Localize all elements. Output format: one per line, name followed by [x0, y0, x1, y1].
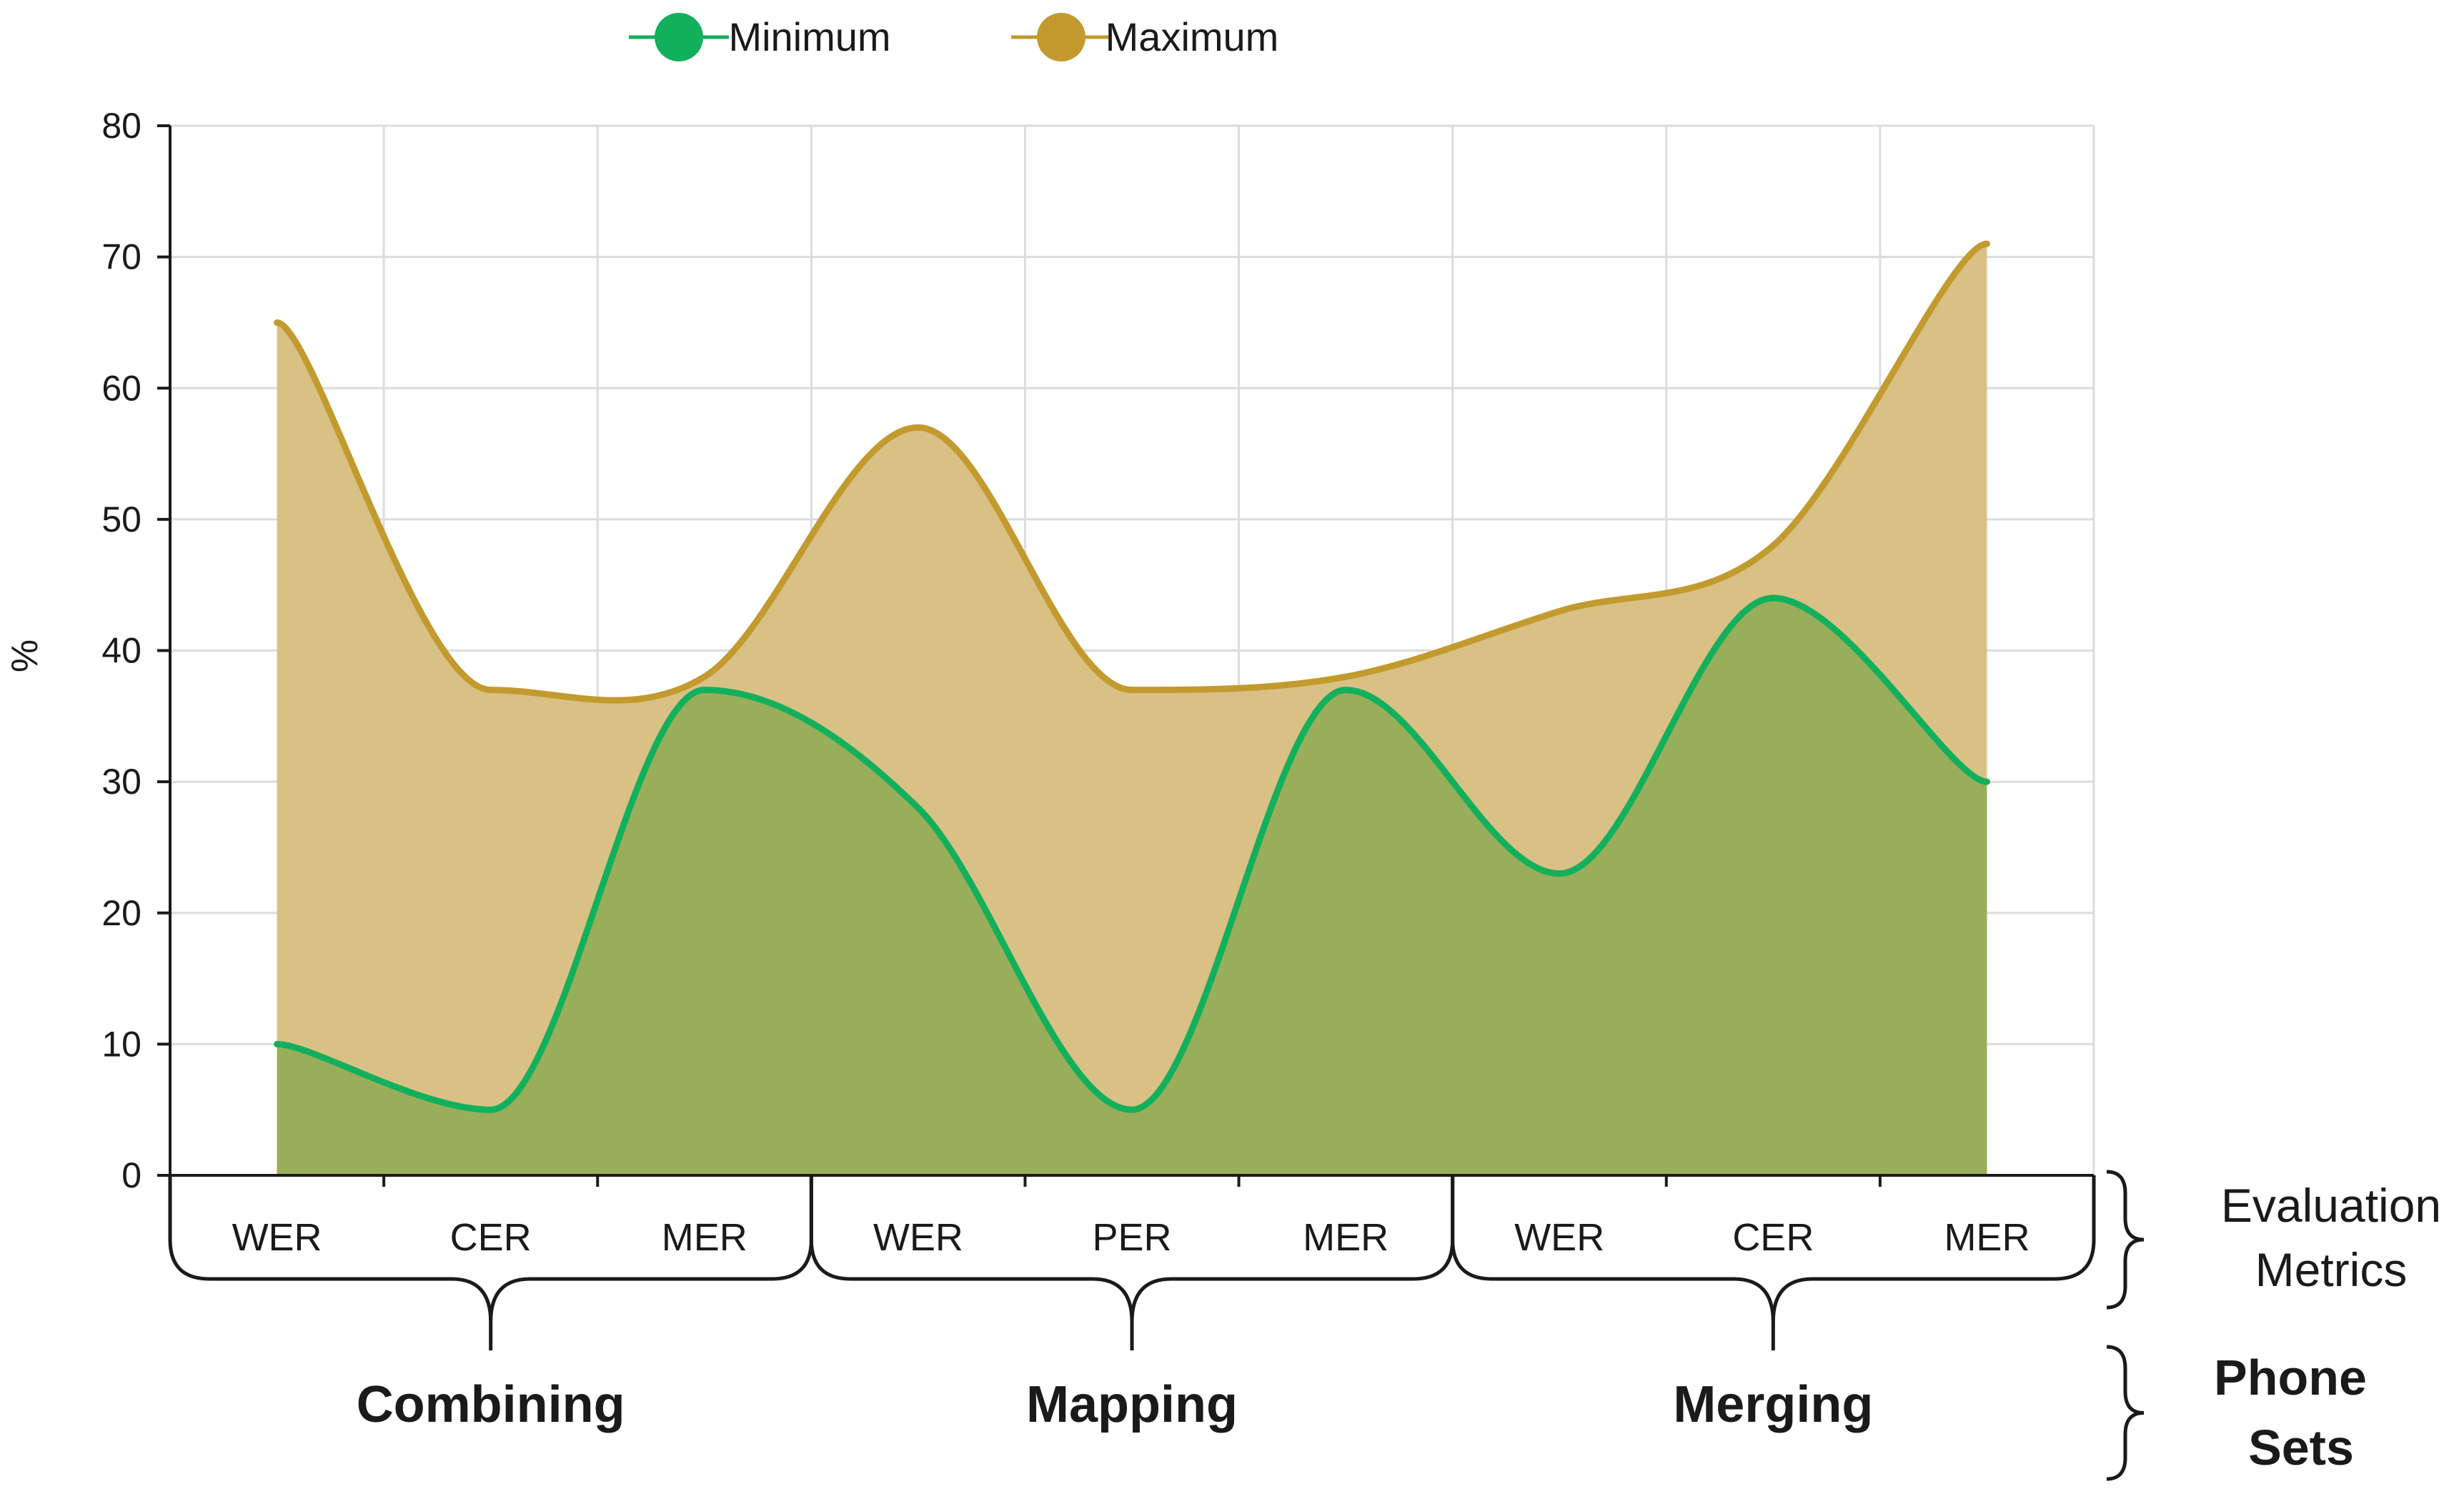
point-minimum-1	[490, 1109, 492, 1110]
point-maximum-7	[1772, 545, 1774, 547]
legend-label-maximum: Maximum	[1106, 14, 1279, 59]
phone-sets-label-line1: Phone	[2214, 1350, 2367, 1405]
point-maximum-6	[1559, 610, 1560, 612]
y-tick-label-70: 70	[101, 237, 141, 277]
line-maximum	[274, 240, 1990, 704]
point-maximum-1	[490, 689, 492, 691]
legend-marker-minimum	[655, 13, 703, 61]
point-minimum-8	[1986, 781, 1987, 782]
point-maximum-5	[1345, 676, 1346, 677]
point-minimum-3	[918, 807, 919, 809]
y-tick-label-0: 0	[121, 1155, 141, 1195]
point-maximum-3	[918, 427, 919, 428]
metrics-label-line1: Evaluation	[2221, 1179, 2441, 1232]
category-label-8: MER	[1944, 1216, 2030, 1259]
series-areas	[274, 240, 1990, 1176]
area-minimum	[277, 598, 1987, 1175]
group-label-combining: Combining	[357, 1376, 625, 1433]
point-minimum-7	[1772, 597, 1774, 599]
category-label-4: PER	[1092, 1216, 1171, 1259]
category-label-2: MER	[662, 1216, 747, 1259]
y-tick-labels: 0 10 20 30 40 50 60 70 80	[101, 106, 141, 1195]
metrics-label-line2: Metrics	[2255, 1243, 2408, 1296]
category-label-6: WER	[1514, 1216, 1604, 1259]
point-maximum-2	[704, 676, 705, 677]
point-minimum-5	[1345, 689, 1346, 691]
category-label-7: CER	[1732, 1216, 1814, 1259]
y-axis-label: %	[4, 639, 46, 672]
point-maximum-8	[1986, 243, 1987, 244]
point-maximum-0	[277, 322, 278, 323]
brace-phone-sets	[2106, 1345, 2145, 1481]
point-minimum-4	[1131, 1109, 1133, 1110]
point-minimum-6	[1559, 873, 1560, 875]
category-label-5: MER	[1303, 1216, 1389, 1259]
brace-mapping	[809, 1175, 1455, 1350]
line-minimum	[274, 594, 1990, 1113]
category-labels: WER CER MER WER PER MER WER CER MER	[232, 1216, 2030, 1259]
group-label-merging: Merging	[1673, 1376, 1873, 1433]
point-minimum-0	[277, 1043, 278, 1045]
brace-evaluation-metrics	[2106, 1170, 2145, 1310]
row-labels: Evaluation Metrics Phone Sets	[2214, 1179, 2441, 1475]
y-tick-label-60: 60	[101, 368, 141, 408]
legend: Minimum Maximum	[629, 13, 1278, 61]
y-tick-label-20: 20	[101, 893, 141, 933]
brace-combining	[168, 1175, 813, 1350]
point-minimum-2	[704, 689, 705, 691]
group-label-mapping: Mapping	[1026, 1376, 1238, 1433]
brace-merging	[1451, 1175, 2096, 1350]
legend-marker-maximum	[1037, 13, 1086, 61]
y-tick-label-40: 40	[101, 631, 141, 671]
category-label-0: WER	[232, 1216, 322, 1259]
y-tick-label-50: 50	[101, 499, 141, 539]
y-tick-label-30: 30	[101, 762, 141, 802]
category-label-3: WER	[873, 1216, 963, 1259]
point-maximum-4	[1131, 689, 1133, 691]
legend-label-minimum: Minimum	[728, 14, 890, 59]
group-labels: Combining Mapping Merging	[357, 1376, 1874, 1433]
category-label-1: CER	[450, 1216, 532, 1259]
y-tick-label-80: 80	[101, 106, 141, 146]
phone-sets-label-line2: Sets	[2248, 1420, 2354, 1475]
y-tick-label-10: 10	[101, 1024, 141, 1064]
group-braces	[168, 1170, 2145, 1481]
